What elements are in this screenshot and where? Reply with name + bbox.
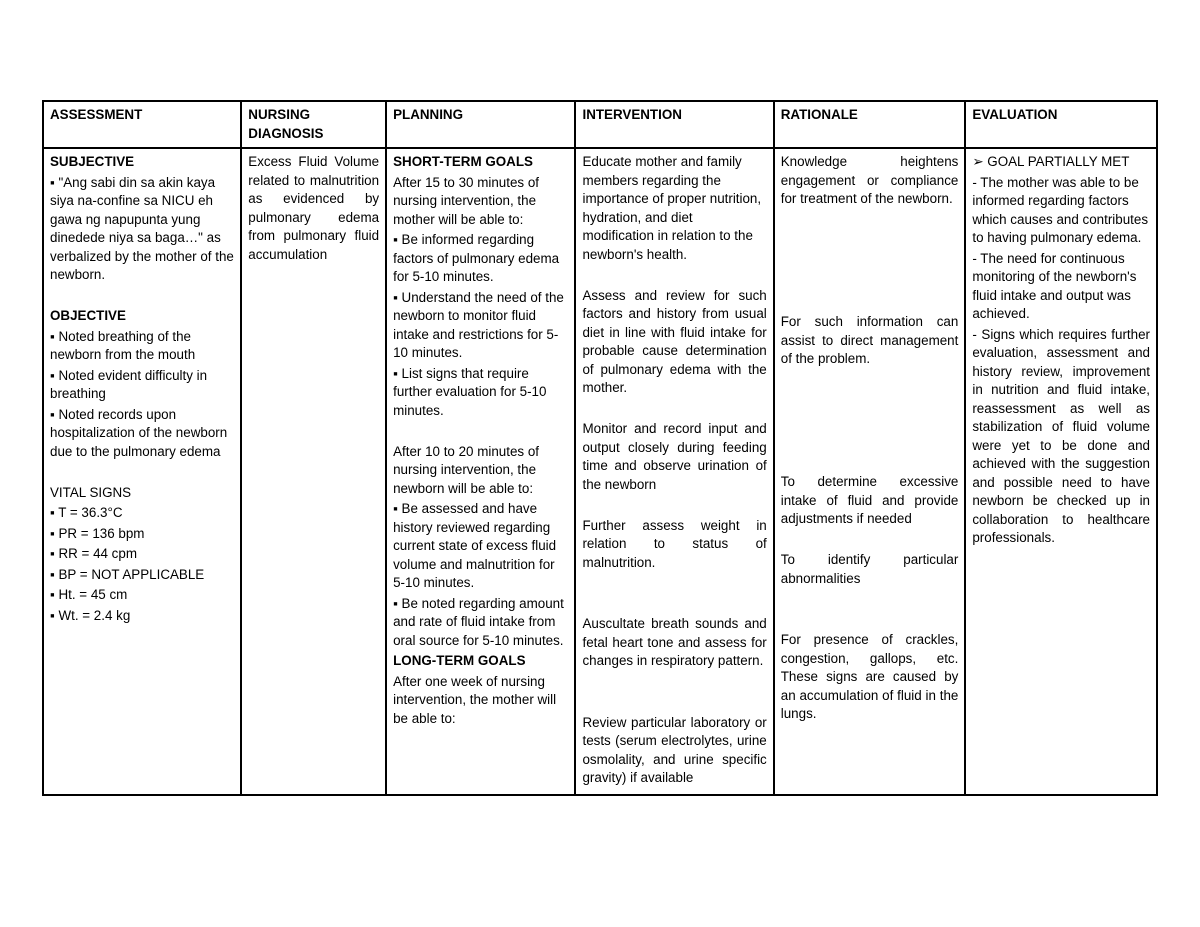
- diagnosis-text: Excess Fluid Volume related to malnutrit…: [248, 153, 379, 264]
- vital-sign: ▪ RR = 44 cpm: [50, 545, 234, 564]
- evaluation-item: - The need for continuous monitoring of …: [972, 250, 1150, 324]
- nursing-care-plan-table: ASSESSMENT NURSING DIAGNOSIS PLANNING IN…: [42, 100, 1158, 796]
- planning-item: ▪ Be informed regarding factors of pulmo…: [393, 231, 568, 287]
- subjective-text: ▪ "Ang sabi din sa akin kaya siya na-con…: [50, 174, 234, 285]
- subjective-heading: SUBJECTIVE: [50, 153, 234, 172]
- planning-intro: After 15 to 30 minutes of nursing interv…: [393, 174, 568, 230]
- rationale-item: To identify particular abnormalities: [781, 551, 959, 588]
- evaluation-item: - Signs which requires further evaluatio…: [972, 326, 1150, 548]
- objective-item: ▪ Noted evident difficulty in breathing: [50, 367, 234, 404]
- objective-heading: OBJECTIVE: [50, 307, 234, 326]
- col-planning: PLANNING: [386, 101, 575, 148]
- planning-intro: After one week of nursing intervention, …: [393, 673, 568, 729]
- cell-assessment: SUBJECTIVE ▪ "Ang sabi din sa akin kaya …: [43, 148, 241, 795]
- evaluation-item: - The mother was able to be informed reg…: [972, 174, 1150, 248]
- cell-diagnosis: Excess Fluid Volume related to malnutrit…: [241, 148, 386, 795]
- rationale-item: For presence of crackles, congestion, ga…: [781, 631, 959, 724]
- planning-item: ▪ List signs that require further evalua…: [393, 365, 568, 421]
- short-term-goals-heading: SHORT-TERM GOALS: [393, 153, 568, 172]
- vital-sign: ▪ T = 36.3°C: [50, 504, 234, 523]
- cell-planning: SHORT-TERM GOALS After 15 to 30 minutes …: [386, 148, 575, 795]
- vital-sign: ▪ PR = 136 bpm: [50, 525, 234, 544]
- long-term-goals-heading: LONG-TERM GOALS: [393, 652, 568, 671]
- evaluation-goal-status: ➢ GOAL PARTIALLY MET: [972, 153, 1150, 172]
- intervention-item: Educate mother and family members regard…: [582, 153, 766, 264]
- planning-item: ▪ Be noted regarding amount and rate of …: [393, 595, 568, 651]
- cell-rationale: Knowledge heightens engagement or compli…: [774, 148, 966, 795]
- intervention-item: Further assess weight in relation to sta…: [582, 517, 766, 573]
- page: ASSESSMENT NURSING DIAGNOSIS PLANNING IN…: [0, 0, 1200, 927]
- col-assessment: ASSESSMENT: [43, 101, 241, 148]
- objective-item: ▪ Noted breathing of the newborn from th…: [50, 328, 234, 365]
- intervention-item: Monitor and record input and output clos…: [582, 420, 766, 494]
- cell-intervention: Educate mother and family members regard…: [575, 148, 773, 795]
- cell-evaluation: ➢ GOAL PARTIALLY MET - The mother was ab…: [965, 148, 1157, 795]
- table-row: SUBJECTIVE ▪ "Ang sabi din sa akin kaya …: [43, 148, 1157, 795]
- planning-intro: After 10 to 20 minutes of nursing interv…: [393, 443, 568, 499]
- planning-item: ▪ Be assessed and have history reviewed …: [393, 500, 568, 593]
- intervention-item: Review particular laboratory or tests (s…: [582, 714, 766, 788]
- col-intervention: INTERVENTION: [575, 101, 773, 148]
- col-evaluation: EVALUATION: [965, 101, 1157, 148]
- table-header-row: ASSESSMENT NURSING DIAGNOSIS PLANNING IN…: [43, 101, 1157, 148]
- vital-sign: ▪ Wt. = 2.4 kg: [50, 607, 234, 626]
- rationale-item: Knowledge heightens engagement or compli…: [781, 153, 959, 209]
- planning-item: ▪ Understand the need of the newborn to …: [393, 289, 568, 363]
- objective-item: ▪ Noted records upon hospitalization of …: [50, 406, 234, 462]
- col-nursing-diagnosis: NURSING DIAGNOSIS: [241, 101, 386, 148]
- intervention-item: Assess and review for such factors and h…: [582, 287, 766, 398]
- intervention-item: Auscultate breath sounds and fetal heart…: [582, 615, 766, 671]
- rationale-item: To determine excessive intake of fluid a…: [781, 473, 959, 529]
- col-rationale: RATIONALE: [774, 101, 966, 148]
- vital-sign: ▪ Ht. = 45 cm: [50, 586, 234, 605]
- vital-sign: ▪ BP = NOT APPLICABLE: [50, 566, 234, 585]
- vital-signs-heading: VITAL SIGNS: [50, 484, 234, 503]
- rationale-item: For such information can assist to direc…: [781, 313, 959, 369]
